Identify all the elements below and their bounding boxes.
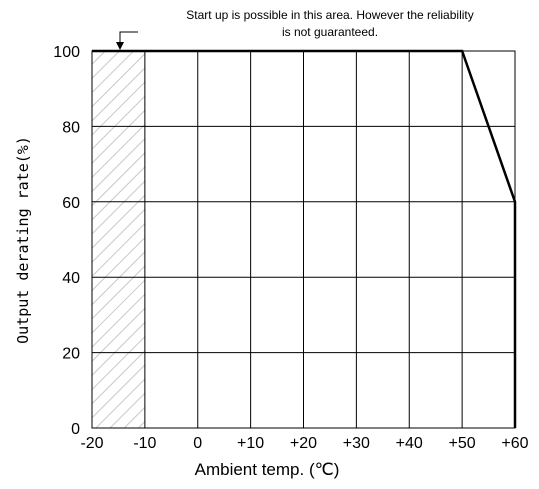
- x-tick-label: -10: [133, 435, 156, 452]
- x-axis-label: Ambient temp. (℃): [195, 460, 340, 479]
- x-tick-label: +20: [290, 435, 317, 452]
- gridlines: [91, 50, 516, 429]
- x-tick-labels: -20 -10 0 +10 +20 +30 +40 +50 +60: [80, 435, 528, 452]
- y-tick-labels: 0 20 40 60 80 100: [53, 44, 80, 438]
- annotation-line-1: Start up is possible in this area. Howev…: [186, 8, 473, 22]
- y-tick-label: 0: [71, 421, 80, 438]
- y-axis-label: Output derating rate(%): [14, 136, 32, 344]
- y-tick-label: 80: [62, 119, 80, 136]
- y-tick-label: 100: [53, 44, 80, 61]
- x-tick-label: +10: [237, 435, 264, 452]
- annotation-arrow: [116, 31, 138, 50]
- hatched-region: [92, 51, 145, 428]
- annotation-line-2: is not guaranteed.: [282, 25, 378, 39]
- x-tick-label: +60: [501, 435, 528, 452]
- x-tick-label: +40: [396, 435, 423, 452]
- derating-curve: [92, 49, 517, 428]
- x-tick-label: -20: [80, 435, 103, 452]
- x-tick-label: +30: [343, 435, 370, 452]
- x-tick-label: 0: [193, 435, 202, 452]
- y-tick-label: 20: [62, 346, 80, 363]
- x-tick-label: +50: [449, 435, 476, 452]
- y-tick-label: 60: [62, 195, 80, 212]
- y-tick-label: 40: [62, 270, 80, 287]
